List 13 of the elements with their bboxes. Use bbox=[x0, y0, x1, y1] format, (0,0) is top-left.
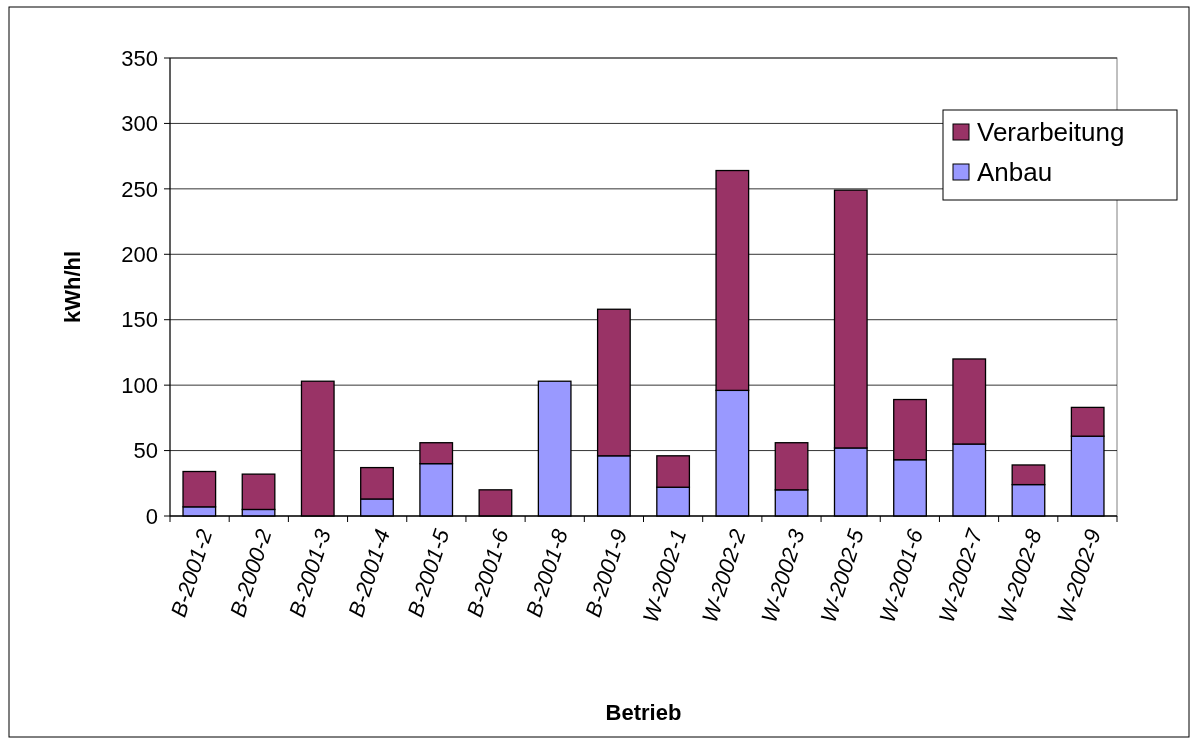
y-tick-label: 300 bbox=[121, 111, 158, 137]
y-tick-label: 250 bbox=[121, 176, 158, 202]
y-tick-label: 150 bbox=[121, 307, 158, 333]
bar bbox=[241, 473, 276, 511]
y-tick-label: 100 bbox=[121, 372, 158, 398]
y-tick-label: 350 bbox=[121, 45, 158, 71]
legend-label: Verarbeitung bbox=[977, 117, 1125, 148]
legend-label: Anbau bbox=[977, 157, 1053, 188]
x-axis-title: Betrieb bbox=[605, 700, 682, 725]
y-axis-title: kWh/hl bbox=[60, 250, 85, 324]
y-tick-label: 200 bbox=[121, 241, 158, 267]
y-tick-label: 0 bbox=[145, 503, 158, 529]
y-tick-label: 50 bbox=[133, 438, 158, 464]
